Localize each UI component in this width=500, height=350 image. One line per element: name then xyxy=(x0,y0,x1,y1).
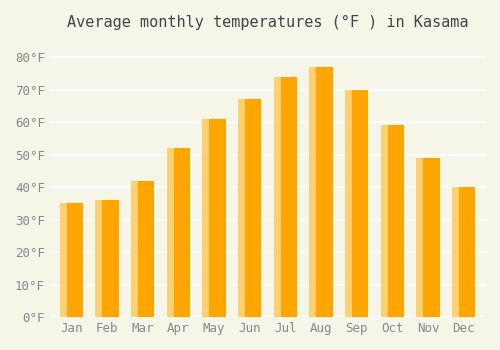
Bar xyxy=(452,187,475,317)
Bar xyxy=(238,99,261,317)
Bar xyxy=(131,181,154,317)
Bar xyxy=(416,158,424,317)
Bar xyxy=(131,181,138,317)
Bar xyxy=(345,90,352,317)
Bar xyxy=(202,119,209,317)
Bar xyxy=(274,77,280,317)
Bar xyxy=(310,67,332,317)
Bar xyxy=(380,125,388,317)
Bar xyxy=(238,99,245,317)
Bar xyxy=(60,203,66,317)
Bar xyxy=(452,187,459,317)
Bar xyxy=(166,148,173,317)
Bar xyxy=(416,158,440,317)
Bar xyxy=(60,203,83,317)
Bar xyxy=(345,90,368,317)
Title: Average monthly temperatures (°F ) in Kasama: Average monthly temperatures (°F ) in Ka… xyxy=(66,15,468,30)
Bar xyxy=(166,148,190,317)
Bar xyxy=(202,119,226,317)
Bar xyxy=(310,67,316,317)
Bar xyxy=(96,200,102,317)
Bar xyxy=(274,77,297,317)
Bar xyxy=(380,125,404,317)
Bar xyxy=(96,200,118,317)
